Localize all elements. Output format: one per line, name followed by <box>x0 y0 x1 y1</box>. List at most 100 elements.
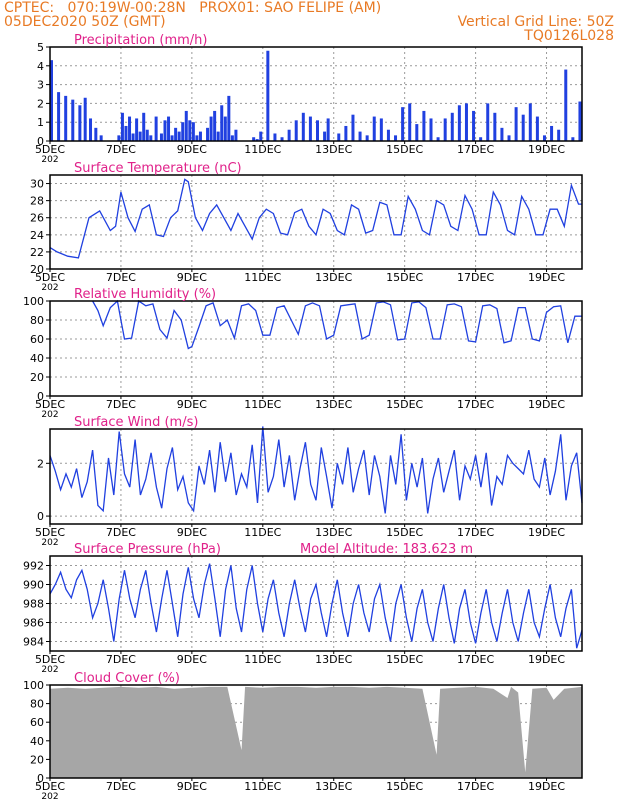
x-tick-label: 13DEC <box>315 398 352 411</box>
y-tick-label: 24 <box>30 229 44 242</box>
x-tick-label: 15DEC <box>386 143 423 156</box>
x-tick-label: 15DEC <box>386 653 423 666</box>
y-tick-label: 992 <box>23 560 44 573</box>
precip-bar <box>198 131 202 141</box>
series-line <box>49 426 583 514</box>
precip-bar <box>220 105 224 141</box>
x-tick-label: 19DEC <box>528 398 565 411</box>
panel-4: 0 2 5DEC 7DEC 9DEC 11DEC 13DEC 15DEC 17DEC 19DEC 2… <box>35 415 583 548</box>
precip-bar <box>394 135 398 141</box>
x-tick-label: 7DEC <box>106 780 136 793</box>
precip-bar <box>216 131 220 141</box>
precip-bar <box>99 135 103 141</box>
x-tick-label: 17DEC <box>457 526 494 539</box>
precip-bar <box>528 103 532 141</box>
panel-title: Surface Pressure (hPa) <box>74 542 221 557</box>
precip-bar <box>479 137 483 141</box>
precip-bar <box>124 125 128 141</box>
x-tick-label: 9DEC <box>177 653 207 666</box>
x-tick-label: 5DEC <box>35 143 65 156</box>
precip-bar <box>83 97 87 141</box>
x-tick-label: 11DEC <box>244 143 281 156</box>
y-tick-label: 20 <box>30 263 44 276</box>
plot-frame <box>49 300 583 397</box>
panel-title: Precipitation (mm/h) <box>74 33 207 48</box>
precip-bar <box>514 107 518 141</box>
x-tick-label: 13DEC <box>315 780 352 793</box>
precip-bar <box>337 133 341 141</box>
precip-bar <box>294 120 298 141</box>
precip-bar <box>195 135 199 141</box>
precip-bar <box>457 105 461 141</box>
precip-bar <box>557 129 561 141</box>
y-tick-label: 20 <box>30 753 44 766</box>
precip-bar <box>535 116 539 141</box>
precip-bar <box>149 135 153 141</box>
y-tick-label: 80 <box>30 698 44 711</box>
precip-bar <box>386 129 390 141</box>
precip-bar <box>120 112 124 141</box>
panel-title: Surface Temperature (nC) <box>74 161 242 176</box>
x-tick-label: 11DEC <box>244 271 281 284</box>
y-tick-label: 20 <box>30 371 44 384</box>
x-tick-label: 5DEC <box>35 780 65 793</box>
x-tick-label: 5DEC <box>35 653 65 666</box>
y-tick-label: 60 <box>30 716 44 729</box>
precip-bar <box>145 129 149 141</box>
precip-bar <box>507 135 511 141</box>
y-tick-label: 100 <box>23 679 44 692</box>
year-label: 202 <box>41 665 58 675</box>
precip-bar <box>252 137 256 141</box>
precip-bar <box>344 125 348 141</box>
x-tick-label: 9DEC <box>177 398 207 411</box>
plot-frame <box>49 428 583 525</box>
x-tick-label: 7DEC <box>106 271 136 284</box>
header-run-date: 05DEC2020 50Z (GMT) <box>4 14 166 30</box>
precip-bar <box>564 69 568 141</box>
precip-bar <box>578 101 582 141</box>
x-tick-label: 15DEC <box>386 526 423 539</box>
y-tick-label: 26 <box>30 212 44 225</box>
y-tick-label: 2 <box>37 457 44 470</box>
y-tick-label: 990 <box>23 579 44 592</box>
precip-bar <box>422 110 426 141</box>
year-label: 202 <box>41 792 58 800</box>
precip-bar <box>230 135 234 141</box>
precip-bar <box>436 137 440 141</box>
precip-bar <box>89 118 93 141</box>
x-tick-label: 5DEC <box>35 526 65 539</box>
plot-frame <box>49 684 583 779</box>
x-tick-label: 17DEC <box>457 271 494 284</box>
precip-bar <box>365 135 369 141</box>
year-label: 202 <box>41 538 58 548</box>
precip-bar <box>117 135 121 141</box>
year-label: 202 <box>41 283 58 293</box>
panel-6: 0 20 40 60 80 100 5DEC 7DEC 9DEC 11DEC 13DEC 15DEC 1… <box>23 671 583 800</box>
precip-bar <box>464 103 468 141</box>
x-tick-label: 13DEC <box>315 526 352 539</box>
panel-2: 20 22 24 26 28 30 5DEC 7DEC 9DEC 11DEC 13DEC 15DEC 1… <box>30 161 583 293</box>
x-tick-label: 13DEC <box>315 271 352 284</box>
y-tick-label: 40 <box>30 735 44 748</box>
year-label: 202 <box>41 410 58 420</box>
cloud-area <box>50 686 582 778</box>
x-tick-label: 19DEC <box>528 271 565 284</box>
precip-bar <box>135 118 139 141</box>
x-tick-label: 7DEC <box>106 526 136 539</box>
x-tick-label: 15DEC <box>386 271 423 284</box>
precip-bar <box>138 131 142 141</box>
x-tick-label: 17DEC <box>457 143 494 156</box>
y-tick-label: 3 <box>37 79 44 92</box>
x-tick-label: 11DEC <box>244 398 281 411</box>
precip-bar <box>131 133 135 141</box>
header-grid-line: Vertical Grid Line: 50Z <box>457 14 614 30</box>
y-tick-label: 5 <box>37 41 44 54</box>
y-tick-label: 1 <box>37 116 44 129</box>
precip-bar <box>223 116 227 141</box>
precip-bar <box>167 116 171 141</box>
y-tick-label: 80 <box>30 314 44 327</box>
x-tick-label: 13DEC <box>315 653 352 666</box>
y-tick-label: 0 <box>37 772 44 785</box>
year-label: 202 <box>41 155 58 165</box>
precip-bar <box>209 116 213 141</box>
